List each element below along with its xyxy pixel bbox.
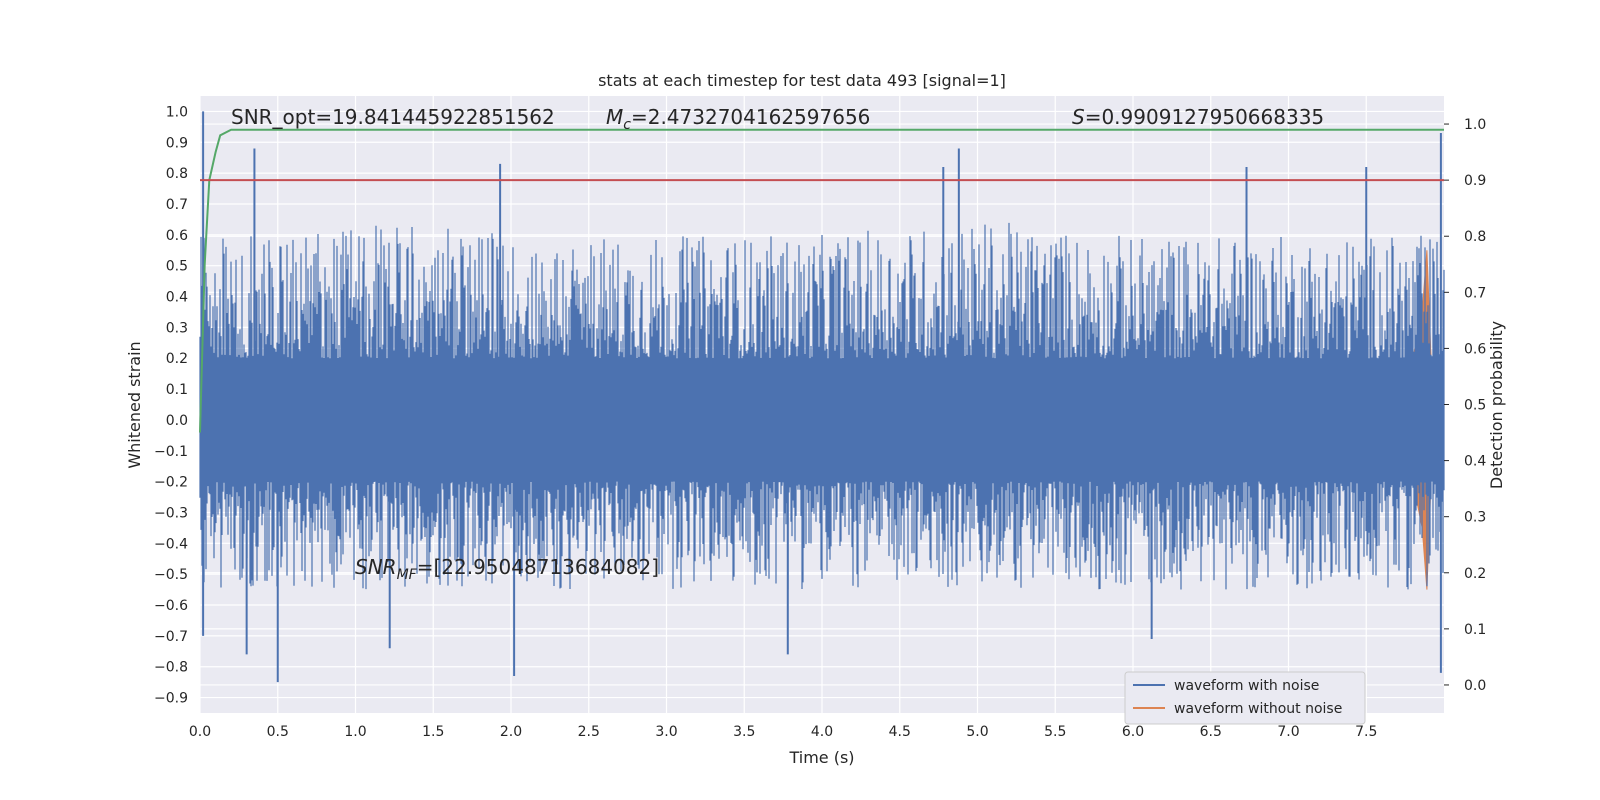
- x-tick-label: 5.5: [1044, 724, 1066, 740]
- legend-label-noise: waveform with noise: [1174, 678, 1319, 694]
- x-axis-ticks: 0.0 0.5 1.0 1.5 2.0 2.5 3.0 3.5 4.0 4.5 5.0 5.5 6.0 6…: [189, 724, 1378, 740]
- x-tick-label: 6.5: [1200, 724, 1222, 740]
- y-left-tick-label: 0.3: [166, 320, 188, 336]
- y-left-tick-label: −0.6: [154, 598, 188, 614]
- x-tick-label: 1.0: [344, 724, 366, 740]
- annotation-snr-mf: SNRMF=[22.95048713684082]: [355, 555, 659, 583]
- annotation-s: S=0.9909127950668335: [1072, 105, 1324, 129]
- y-right-tick-label: 0.3: [1464, 510, 1486, 526]
- y-left-tick-label: −0.3: [154, 505, 188, 521]
- y-right-tick-label: 0.9: [1464, 173, 1486, 189]
- y-left-axis-ticks: 1.0 0.9 0.8 0.7 0.6 0.5 0.4 0.3 0.2 0.1 0.0 −0.1 −0.…: [154, 104, 188, 706]
- x-tick-label: 3.5: [733, 724, 755, 740]
- y-left-tick-label: −0.8: [154, 660, 188, 676]
- y-right-tick-label: 0.0: [1464, 678, 1486, 694]
- x-tick-label: 0.5: [267, 724, 289, 740]
- x-tick-label: 2.0: [500, 724, 522, 740]
- y-right-tick-label: 0.8: [1464, 229, 1486, 245]
- detection-probability-line: [199, 128, 1444, 433]
- y-left-tick-label: 0.9: [166, 135, 188, 151]
- series-waveform-with-noise: [199, 111, 1445, 683]
- detection-probability-series: [199, 128, 1444, 433]
- y-left-tick-label: −0.7: [154, 629, 188, 645]
- x-tick-label: 5.0: [966, 724, 988, 740]
- y-left-tick-label: −0.9: [154, 691, 188, 707]
- x-tick-label: 3.0: [655, 724, 677, 740]
- y-left-tick-label: 0.4: [166, 290, 188, 306]
- y-right-tick-label: 0.6: [1464, 341, 1486, 357]
- y-left-tick-label: 1.0: [166, 104, 188, 120]
- x-tick-label: 4.5: [889, 724, 911, 740]
- y-right-axis-label: Detection probability: [1487, 321, 1506, 489]
- y-right-tick-label: 1.0: [1464, 117, 1486, 133]
- y-left-tick-label: 0.7: [166, 197, 188, 213]
- y-right-tick-label: 0.7: [1464, 285, 1486, 301]
- annotation-snr-opt: SNR_opt=19.841445922851562: [231, 105, 555, 129]
- x-tick-label: 6.0: [1122, 724, 1144, 740]
- y-right-tick-label: 0.4: [1464, 454, 1486, 470]
- y-left-tick-label: −0.5: [154, 567, 188, 583]
- chart-title: stats at each timestep for test data 493…: [598, 71, 1006, 90]
- y-right-axis-ticks: 1.0 0.9 0.8 0.7 0.6 0.5 0.4 0.3 0.2 0.1 0.0: [1444, 117, 1486, 694]
- annotation-chirp-mass: Mc=2.4732704162597656: [606, 105, 870, 133]
- y-left-tick-label: −0.2: [154, 475, 188, 491]
- y-left-tick-label: −0.1: [154, 444, 188, 460]
- x-tick-label: 2.5: [578, 724, 600, 740]
- x-tick-label: 7.5: [1355, 724, 1377, 740]
- x-axis-label: Time (s): [788, 748, 854, 767]
- x-tick-label: 4.0: [811, 724, 833, 740]
- y-left-tick-label: −0.4: [154, 536, 188, 552]
- y-right-tick-label: 0.2: [1464, 566, 1486, 582]
- x-tick-label: 7.0: [1277, 724, 1299, 740]
- y-left-tick-label: 0.6: [166, 228, 188, 244]
- y-left-tick-label: 0.8: [166, 166, 188, 182]
- legend: waveform with noise waveform without noi…: [1124, 671, 1366, 725]
- y-left-tick-label: 0.0: [166, 413, 188, 429]
- y-left-tick-label: 0.5: [166, 259, 188, 275]
- x-tick-label: 1.5: [422, 724, 444, 740]
- x-tick-label: 0.0: [189, 724, 211, 740]
- legend-box: [1124, 671, 1366, 725]
- y-left-tick-label: 0.1: [166, 382, 188, 398]
- y-right-tick-label: 0.1: [1464, 622, 1486, 638]
- y-left-tick-label: 0.2: [166, 351, 188, 367]
- y-left-axis-label: Whitened strain: [125, 341, 144, 468]
- legend-label-clean: waveform without noise: [1174, 701, 1342, 717]
- y-right-tick-label: 0.5: [1464, 398, 1486, 414]
